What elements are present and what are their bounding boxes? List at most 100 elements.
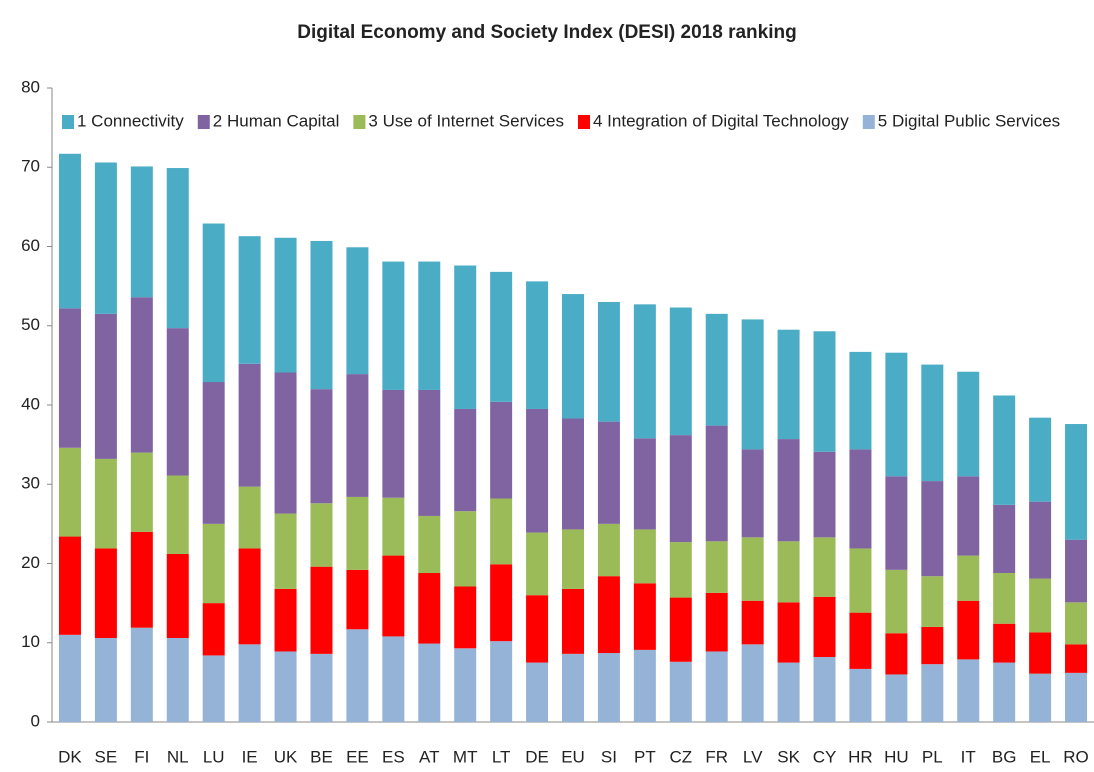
bar-segment (705, 592, 728, 652)
x-tick-label: LV (743, 747, 763, 766)
bar-segment (562, 529, 584, 589)
x-tick-label: HU (884, 747, 909, 766)
bar-segment (957, 476, 980, 556)
bar-segment (993, 395, 1016, 505)
bar-segment (885, 476, 908, 570)
bar-segment (238, 363, 261, 487)
bar-segment (741, 449, 764, 538)
x-tick-label: PL (922, 747, 943, 766)
x-tick-label: EL (1030, 747, 1051, 766)
bar-segment (94, 458, 117, 549)
bar-segment (454, 586, 477, 649)
bar-segment (705, 541, 728, 593)
bar-segment (669, 542, 692, 598)
bar-segment (418, 515, 441, 574)
bar-segment (346, 496, 369, 570)
bar-segment (597, 523, 620, 577)
bar-segment (382, 261, 405, 390)
bar-segment (777, 541, 800, 603)
bar-segment (130, 297, 153, 453)
bar-segment (813, 537, 836, 597)
bar-segment (526, 595, 549, 663)
bar-segment (705, 425, 728, 542)
y-tick-label: 80 (21, 77, 40, 96)
bar-segment (238, 548, 261, 645)
x-tick-label: SI (601, 747, 617, 766)
bar-segment (202, 523, 225, 604)
bar-segment (382, 636, 405, 722)
bar-segment (993, 573, 1016, 624)
bar-segment (741, 644, 764, 722)
y-tick-label: 60 (21, 236, 40, 255)
bar-segment (382, 389, 405, 498)
bar-segment (921, 481, 944, 577)
bar-segment (202, 382, 225, 524)
bar-segment (346, 629, 369, 722)
x-tick-label: SK (777, 747, 800, 766)
bar-segment (526, 532, 549, 596)
x-tick-label: EE (346, 747, 369, 766)
bar-segment (1065, 644, 1088, 673)
bar-segment (454, 265, 477, 409)
x-tick-label: IE (242, 747, 258, 766)
legend-swatch (197, 115, 210, 129)
legend-swatch (353, 115, 366, 129)
bar-segment (202, 223, 225, 383)
bar-segment (777, 602, 800, 663)
bar-segment (310, 389, 333, 504)
x-tick-label: HR (848, 747, 873, 766)
x-tick-label: NL (167, 747, 189, 766)
bar-segment (849, 668, 872, 722)
bar-segment (921, 664, 944, 722)
x-tick-label: LU (203, 747, 225, 766)
bar-segment (58, 536, 81, 635)
bar-segment (238, 486, 261, 549)
y-tick-label: 0 (31, 711, 40, 730)
bar-segment (202, 603, 225, 656)
bar-segment (885, 674, 908, 722)
bar-segment (454, 648, 477, 722)
x-tick-label: IT (961, 747, 976, 766)
bar-segment (993, 623, 1016, 663)
bar-segment (166, 328, 189, 476)
bar-segment (597, 653, 620, 722)
bar-segment (310, 240, 333, 390)
bar-segment (705, 313, 728, 426)
bar-segment (921, 364, 944, 482)
bar-segment (562, 588, 584, 654)
bar-segment (633, 649, 656, 722)
bar-segment (562, 653, 584, 722)
bar-segment (238, 236, 261, 364)
bar-segment (526, 281, 549, 409)
bar-segment (94, 548, 117, 638)
bar-segment (741, 600, 764, 645)
bar-segment (346, 374, 369, 497)
bar-segment (274, 237, 297, 373)
legend-label: 5 Digital Public Services (878, 111, 1060, 130)
bar-segment (166, 475, 189, 554)
x-tick-label: LT (492, 747, 511, 766)
x-tick-label: CY (813, 747, 837, 766)
bar-segment (849, 548, 872, 613)
bar-segment (849, 449, 872, 549)
bar-segment (885, 352, 908, 477)
bar-segment (274, 588, 297, 652)
bar-segment (526, 662, 549, 722)
bar-segment (454, 408, 477, 512)
bar-segment (885, 569, 908, 634)
bar-segment (741, 319, 764, 450)
bar-segment (957, 371, 980, 477)
bar-segment (669, 435, 692, 543)
legend-swatch (578, 115, 590, 129)
bar-segment (885, 633, 908, 675)
x-tick-label: SE (95, 747, 118, 766)
bar-segment (669, 661, 692, 722)
bar-segment (1029, 417, 1052, 502)
bar-segment (921, 626, 944, 665)
bar-segment (418, 643, 441, 722)
bar-segment (669, 307, 692, 436)
bar-segment (562, 294, 584, 419)
x-tick-label: BG (992, 747, 1017, 766)
bar-segment (1065, 672, 1088, 722)
bar-segment (526, 408, 549, 533)
